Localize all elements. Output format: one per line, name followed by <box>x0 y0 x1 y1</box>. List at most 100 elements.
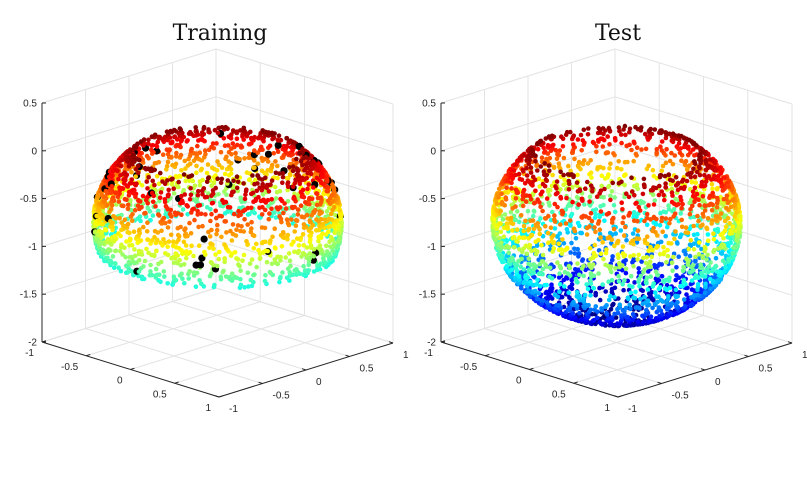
data-point <box>625 159 630 165</box>
data-point <box>187 174 193 179</box>
z-tick-label: 0 <box>430 146 436 157</box>
data-point <box>308 243 314 248</box>
data-point <box>569 286 575 292</box>
data-point <box>253 177 258 183</box>
gridline <box>41 144 217 200</box>
data-point <box>255 161 261 166</box>
data-point <box>657 285 663 290</box>
data-point <box>139 249 144 254</box>
data-point <box>675 300 680 305</box>
data-point <box>609 315 615 320</box>
data-point <box>301 272 306 277</box>
data-point <box>645 269 651 274</box>
gridline <box>614 96 793 153</box>
data-point <box>688 150 693 155</box>
data-point <box>667 275 672 281</box>
data-point <box>713 214 719 219</box>
data-point <box>109 190 114 195</box>
data-point <box>326 224 331 230</box>
data-point <box>108 258 113 264</box>
data-point <box>651 298 656 303</box>
data-point <box>568 168 573 174</box>
data-point <box>634 300 639 306</box>
data-point <box>281 210 286 216</box>
data-point <box>117 191 122 196</box>
data-point <box>161 237 166 242</box>
data-point <box>670 268 675 274</box>
data-point <box>544 178 549 183</box>
data-point <box>684 178 690 184</box>
data-point <box>151 193 156 199</box>
data-point <box>304 245 310 250</box>
data-point <box>269 162 275 168</box>
data-point <box>234 155 239 160</box>
data-point <box>178 224 183 230</box>
data-point <box>111 265 117 271</box>
data-point <box>630 312 636 317</box>
data-point <box>659 148 665 153</box>
data-point <box>526 161 532 167</box>
data-point <box>215 159 220 164</box>
highlighted-point <box>264 150 273 158</box>
data-point <box>238 228 243 234</box>
data-point <box>188 161 193 167</box>
data-point <box>122 217 128 222</box>
data-point <box>222 259 227 265</box>
data-point <box>600 144 606 149</box>
data-point <box>154 173 160 179</box>
data-point <box>149 143 154 148</box>
data-point <box>164 147 170 152</box>
data-point <box>700 253 706 259</box>
data-point <box>523 218 528 224</box>
data-point <box>557 302 562 308</box>
data-point <box>537 184 542 189</box>
data-point <box>532 177 538 183</box>
data-point <box>501 259 507 264</box>
data-point <box>159 228 164 234</box>
data-point <box>191 253 196 259</box>
scatter-points <box>490 123 743 329</box>
data-point <box>230 141 236 146</box>
data-point <box>700 194 706 199</box>
data-point <box>164 129 170 134</box>
data-point <box>574 194 580 200</box>
data-point <box>513 196 519 201</box>
data-point <box>124 225 130 230</box>
data-point <box>529 232 535 238</box>
data-point <box>221 200 226 206</box>
gridline <box>41 96 217 152</box>
data-point <box>170 162 175 168</box>
data-point <box>674 144 680 149</box>
data-point <box>223 274 229 279</box>
data-point <box>187 129 193 135</box>
data-point <box>259 187 265 193</box>
data-point <box>503 197 509 202</box>
data-point <box>702 244 708 250</box>
data-point <box>631 158 636 164</box>
data-point <box>622 311 627 317</box>
data-point <box>245 270 251 276</box>
data-point <box>179 271 184 277</box>
data-point <box>694 143 699 148</box>
data-point <box>142 258 148 264</box>
data-point <box>562 177 567 183</box>
data-point <box>681 277 687 283</box>
data-point <box>187 250 193 255</box>
x-tick-label: -0.5 <box>61 362 79 373</box>
data-point <box>259 168 265 174</box>
data-point <box>193 125 198 130</box>
data-point <box>278 258 283 263</box>
data-point <box>332 230 338 236</box>
data-point <box>688 174 694 180</box>
data-point <box>639 125 644 130</box>
data-point <box>499 191 504 197</box>
data-point <box>224 154 229 160</box>
data-point <box>569 240 574 246</box>
data-point <box>519 286 524 291</box>
data-point <box>210 141 216 146</box>
data-point <box>538 204 543 210</box>
data-point <box>248 277 254 283</box>
data-point <box>297 151 302 156</box>
gridline <box>215 96 394 153</box>
data-point <box>280 170 286 176</box>
